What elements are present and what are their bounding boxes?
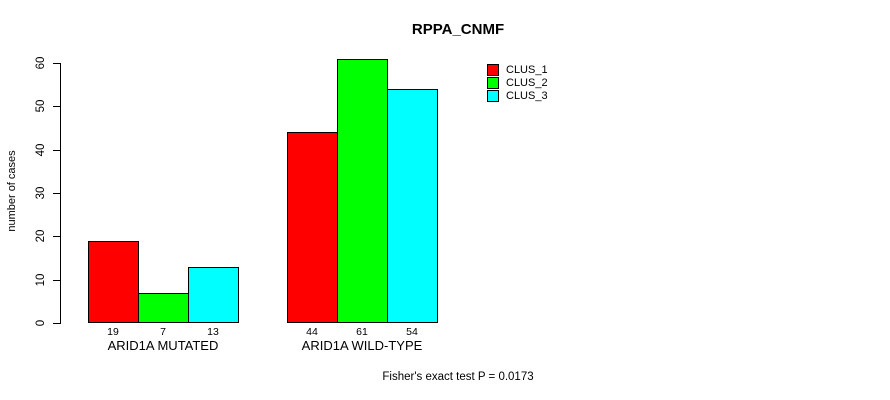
stat-annotation: Fisher's exact test P = 0.0173 xyxy=(382,371,534,383)
y-tick-label: 30 xyxy=(35,186,47,200)
bar-clus_1-0 xyxy=(88,241,139,323)
y-tick-mark xyxy=(53,106,60,108)
chart-title: RPPA_CNMF xyxy=(411,21,505,38)
y-axis-line xyxy=(60,63,61,324)
bar-clus_2-0 xyxy=(138,293,189,323)
legend-item: CLUS_1 xyxy=(487,63,548,76)
y-tick-label: 0 xyxy=(35,319,47,327)
legend: CLUS_1 CLUS_2 CLUS_3 xyxy=(487,63,548,103)
y-tick-label: 10 xyxy=(35,273,47,287)
y-tick-label: 50 xyxy=(35,99,47,113)
bar-clus_3-1 xyxy=(387,89,438,323)
legend-label: CLUS_1 xyxy=(506,63,548,76)
bar-value-label: 13 xyxy=(207,326,219,338)
legend-label: CLUS_2 xyxy=(506,77,548,90)
y-tick-mark xyxy=(53,323,60,324)
bar-clus_3-0 xyxy=(188,267,239,323)
bar-value-label: 61 xyxy=(356,326,368,338)
y-tick-mark xyxy=(53,236,60,238)
legend-label: CLUS_3 xyxy=(506,90,548,103)
bar-clus_2-1 xyxy=(337,59,388,323)
legend-swatch xyxy=(487,90,499,103)
legend-swatch xyxy=(487,77,499,90)
y-tick-label: 20 xyxy=(35,229,47,243)
legend-item: CLUS_2 xyxy=(487,76,548,90)
y-tick-mark xyxy=(53,193,60,194)
bar-clus_1-1 xyxy=(287,132,338,323)
y-tick-label: 40 xyxy=(35,143,47,157)
bar-value-label: 54 xyxy=(406,326,418,338)
bar-value-label: 44 xyxy=(306,326,318,338)
bar-value-label: 7 xyxy=(160,326,166,338)
y-tick-mark xyxy=(53,63,60,64)
legend-swatch xyxy=(487,63,499,76)
legend-item: CLUS_3 xyxy=(487,90,548,103)
category-label: ARID1A MUTATED xyxy=(107,338,219,353)
y-tick-mark xyxy=(53,149,60,151)
bar-value-label: 19 xyxy=(107,326,119,338)
y-axis-label: number of cases xyxy=(6,150,18,232)
category-label: ARID1A WILD-TYPE xyxy=(301,338,423,353)
y-tick-label: 60 xyxy=(35,56,47,70)
y-tick-mark xyxy=(53,279,60,281)
